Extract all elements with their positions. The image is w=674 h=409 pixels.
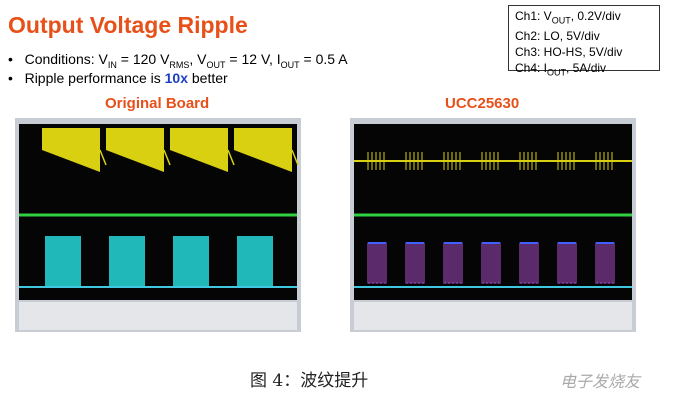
title: Output Voltage Ripple <box>8 12 248 38</box>
subscript: OUT <box>206 59 226 70</box>
subscript: OUT <box>547 67 567 78</box>
text: Ch3: HO-HS, 5V/div <box>515 45 623 60</box>
legend-entry: Ch4: IOUT, 5A/div <box>515 60 659 80</box>
waveform <box>234 128 292 172</box>
waveform <box>163 149 171 166</box>
text: Conditions: V <box>24 51 108 67</box>
watermark: 电子发烧友 <box>560 374 641 391</box>
text: = 120 V <box>116 51 170 67</box>
scope-label: UCC25630 <box>445 95 520 112</box>
text: = 12 V, I <box>225 51 281 67</box>
waveform <box>45 236 81 286</box>
text: Ch2: LO, 5V/div <box>515 29 600 44</box>
legend-entry: Ch3: HO-HS, 5V/div <box>515 44 659 60</box>
text: , 0.2V/div <box>570 9 621 23</box>
waveform <box>106 128 164 172</box>
subscript: RMS <box>169 59 190 70</box>
legend-entry: Ch2: LO, 5V/div <box>515 28 659 44</box>
bullet: • Ripple performance is 10x better <box>8 70 228 86</box>
subscript: OUT <box>551 15 571 26</box>
subscript: OUT <box>280 59 300 70</box>
waveform <box>99 149 107 166</box>
waveform <box>291 149 299 166</box>
scope-screen <box>15 118 301 332</box>
legend-entry: Ch1: VOUT, 0.2V/div <box>515 8 659 28</box>
waveform <box>109 236 145 286</box>
waveform <box>42 128 100 172</box>
waveform <box>237 236 273 286</box>
text: Ripple performance is <box>24 70 165 86</box>
text: , V <box>189 51 207 67</box>
waveform <box>173 236 209 286</box>
caption: 图 4：波纹提升 <box>250 371 369 391</box>
legend: Ch1: VOUT, 0.2V/div Ch2: LO, 5V/div Ch3: H… <box>508 5 660 78</box>
waveform <box>170 128 228 172</box>
text: Ch1: V <box>515 9 552 23</box>
text: , 5A/div <box>566 61 607 76</box>
scope-panel <box>354 302 632 330</box>
scope-label: Original Board <box>105 95 210 112</box>
scope-screen <box>350 118 636 332</box>
waveform <box>227 149 235 166</box>
subscript: IN <box>107 59 117 70</box>
text: = 0.5 A <box>299 51 348 67</box>
bullet: • Conditions: VIN = 120 VRMS, VOUT = 12 … <box>8 51 348 70</box>
scope-display <box>354 124 632 300</box>
text: better <box>188 70 228 86</box>
text: Ch4: I <box>515 61 548 76</box>
emphasis: 10x <box>164 70 188 86</box>
scope-panel <box>19 302 297 330</box>
